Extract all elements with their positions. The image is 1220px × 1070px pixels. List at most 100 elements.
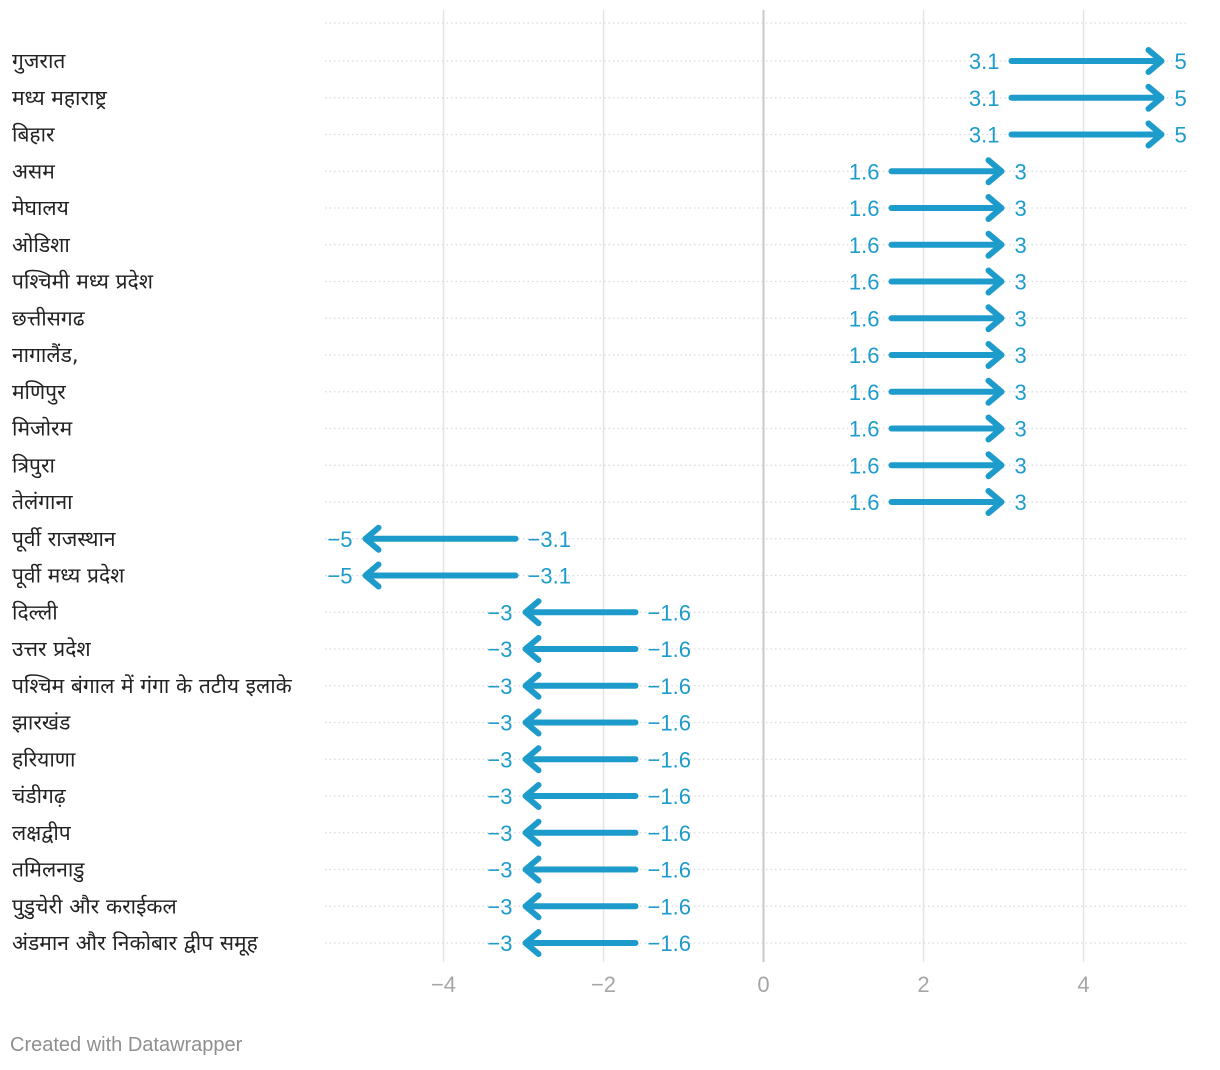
row-label: मिजोरम [12,417,73,441]
end-value-label: 3 [1015,380,1027,405]
end-value-label: 5 [1175,123,1187,148]
start-value-label: 1.6 [849,233,880,258]
end-value-label: 5 [1175,86,1187,111]
start-value-label: −1.6 [648,600,691,625]
arrow-head [1145,47,1165,75]
arrow-head [522,782,542,810]
x-tick-label: −4 [431,972,456,997]
row-label: तमिलनाडु [12,858,85,883]
start-value-label: 1.6 [849,343,880,368]
arrow-head [1145,83,1165,112]
row-label: पुडुचेरी और कराईकल [12,894,178,919]
start-value-label: 3.1 [969,123,1000,148]
row-guides [325,22,1189,944]
start-value-label: −1.6 [648,637,691,662]
row-label: ओडिशा [12,233,70,257]
end-value-label: 3 [1015,343,1027,368]
x-axis-ticks: −4 −2 0 2 4 [431,972,1090,997]
end-value-label: 3 [1015,490,1027,515]
row-label: चंडीगढ़ [12,784,67,808]
arrow-head [522,671,542,700]
start-value-label: 1.6 [849,380,880,405]
arrow-head [985,230,1005,259]
x-tick-label: 0 [757,972,769,997]
end-value-label: −3 [487,637,512,662]
row-label: मध्य महाराष्ट्र [12,86,107,110]
row-label: मेघालय [12,196,70,220]
row-label: पश्चिमी मध्य प्रदेश [12,270,154,294]
row-label: दिल्ली [12,600,58,624]
arrow-head [522,598,542,627]
end-value-label: 3 [1015,453,1027,478]
arrow-head [522,855,542,884]
row-label: गुजरात [12,49,66,74]
arrow-head [522,929,542,957]
arrow-head [985,414,1005,443]
arrow-head [362,524,382,553]
end-value-label: −3 [487,858,512,883]
start-value-label: −1.6 [648,711,691,736]
end-value-label: −3 [487,821,512,846]
start-value-label: −1.6 [648,784,691,809]
start-value-label: 3.1 [969,86,1000,111]
row-label: अंडमान और निकोबार द्वीप समूह [12,931,259,956]
row-label: छत्तीसगढ [12,306,86,330]
row-label: तेलंगाना [12,490,73,514]
arrow-head [1145,120,1165,149]
end-value-label: 3 [1015,417,1027,442]
footer-credit: Created with Datawrapper [10,1034,243,1056]
row-label: लक्षद्वीप [12,821,72,845]
end-value-label: 3 [1015,233,1027,258]
arrow-head [522,892,542,921]
row-label: त्रिपुरा [12,453,56,478]
end-value-label: −3 [487,711,512,736]
arrow-head [985,451,1005,480]
end-value-label: −3 [487,784,512,809]
start-value-label: 1.6 [849,306,880,331]
row-label: पूर्वी मध्य प्रदेश [12,564,125,589]
x-tick-label: 4 [1077,972,1089,997]
row-label: बिहार [12,123,55,147]
start-value-label: −1.6 [648,894,691,919]
end-value-label: −5 [327,527,352,552]
x-tick-label: −2 [591,972,616,997]
end-value-label: 5 [1175,49,1187,74]
end-value-label: −5 [327,564,352,589]
arrows [362,47,1165,957]
start-value-label: −1.6 [648,858,691,883]
arrow-head [985,377,1005,406]
arrow-head [985,304,1005,333]
arrow-head [522,745,542,774]
end-value-label: −3 [487,674,512,699]
start-value-label: 1.6 [849,196,880,221]
row-label: हरियाणा [12,747,76,771]
arrow-head [362,561,382,590]
end-value-label: 3 [1015,159,1027,184]
row-label: पूर्वी राजस्थान [12,527,116,552]
end-value-label: 3 [1015,306,1027,331]
row-label: मणिपुर [12,380,66,405]
end-value-label: 3 [1015,270,1027,295]
row-labels: गुजरात मध्य महाराष्ट्र बिहार असम मेघालय ओडिशा… [12,49,293,956]
value-labels: 3.1 5 3.1 5 3.1 5 1.6 3 1.6 3 1.6 3 1.6 3 1.6 3 1.6 3 1.6 3… [327,49,1186,956]
end-value-label: −3 [487,931,512,956]
end-value-label: −3 [487,747,512,772]
start-value-label: 1.6 [849,453,880,478]
arrow-head [985,194,1005,222]
arrow-head [522,635,542,663]
arrow-head [985,488,1005,516]
end-value-label: −3 [487,600,512,625]
start-value-label: −1.6 [648,674,691,699]
start-value-label: −3.1 [528,527,571,552]
arrow-head [522,708,542,737]
x-tick-label: 2 [917,972,929,997]
end-value-label: 3 [1015,196,1027,221]
start-value-label: −1.6 [648,821,691,846]
start-value-label: 3.1 [969,49,1000,74]
row-label: उत्तर प्रदेश [12,637,91,661]
row-label: पश्चिम बंगाल में गंगा के तटीय इलाके [12,674,293,698]
end-value-label: −3 [487,894,512,919]
arrow-head [522,818,542,847]
arrow-head [985,341,1005,369]
